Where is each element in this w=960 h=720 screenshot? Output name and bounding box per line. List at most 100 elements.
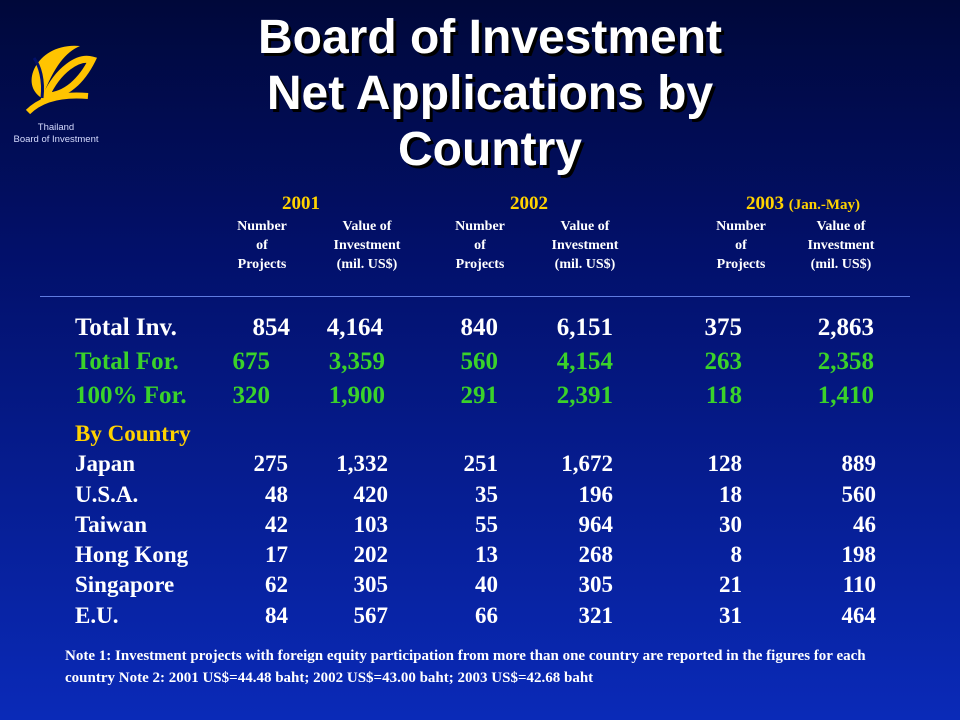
cell-2001-projects: 62 — [265, 572, 288, 597]
title-line-2: Net Applications by — [266, 67, 714, 120]
col-header-line: Value of — [560, 219, 610, 234]
row-label: Hong Kong — [75, 542, 189, 567]
col-header-line: Projects — [237, 257, 287, 272]
year-heading-2003: 2003 (Jan.-May) — [746, 193, 860, 215]
col-header-line: (mil. US$) — [554, 257, 616, 272]
footnote: Note 1: Investment projects with foreign… — [65, 648, 866, 686]
cell-2001-value: 3,359 — [328, 348, 385, 375]
cell-2002-value: 321 — [578, 603, 614, 628]
cell-2003-value: 889 — [841, 451, 877, 476]
row-label: U.S.A. — [75, 482, 139, 507]
cell-2002-value: 305 — [578, 572, 614, 597]
title-line-1: Board of Investment — [257, 11, 723, 64]
cell-2003-value: 2,863 — [817, 314, 874, 341]
country-row-eu: E.U. 84 567 66 321 31 464 — [0, 603, 960, 633]
col-header-line: of — [256, 238, 268, 253]
cell-2001-projects: 320 — [232, 382, 271, 409]
col-header-line: Investment — [551, 238, 619, 253]
cell-2003-projects: 8 — [730, 542, 743, 567]
cell-2002-projects: 66 — [475, 603, 498, 628]
col-header-number-2003: Number of Projects — [701, 217, 781, 274]
col-header-line: of — [474, 238, 486, 253]
cell-2001-projects: 17 — [265, 542, 288, 567]
col-header-number-2001: Number of Projects — [222, 217, 302, 274]
cell-2002-projects: 35 — [475, 482, 498, 507]
row-label: Japan — [75, 451, 136, 476]
cell-2002-projects: 840 — [460, 314, 499, 341]
cell-2003-projects: 375 — [704, 314, 743, 341]
year-heading-2001: 2001 — [282, 193, 320, 215]
cell-2001-value: 1,332 — [336, 451, 388, 476]
cell-2003-projects: 128 — [707, 451, 743, 476]
cell-2003-projects: 31 — [719, 603, 742, 628]
cell-2001-value: 420 — [353, 482, 389, 507]
cell-2001-projects: 84 — [265, 603, 288, 628]
col-header-value-2002: Value of Investment (mil. US$) — [529, 217, 641, 274]
cell-2003-value: 2,358 — [817, 348, 874, 375]
year-label: 2003 — [746, 193, 784, 214]
country-row-japan: Japan 275 1,332 251 1,672 128 889 — [0, 451, 960, 481]
cell-2001-projects: 275 — [253, 451, 289, 476]
cell-2001-value: 103 — [353, 512, 389, 537]
cell-2002-projects: 40 — [475, 572, 498, 597]
logo-caption-org: Board of Investment — [13, 134, 99, 145]
cell-2003-projects: 30 — [719, 512, 742, 537]
cell-2002-value: 2,391 — [556, 382, 613, 409]
by-country-heading: By Country — [0, 421, 960, 451]
cell-2003-value: 560 — [841, 482, 877, 507]
cell-2002-value: 4,154 — [556, 348, 613, 375]
col-header-line: Number — [455, 219, 505, 234]
cell-2003-value: 46 — [853, 512, 876, 537]
summary-row-total-for: Total For. 675 3,359 560 4,154 263 2,358 — [0, 348, 960, 380]
col-header-line: Number — [237, 219, 287, 234]
cell-2003-projects: 118 — [705, 382, 742, 409]
cell-2002-value: 268 — [578, 542, 614, 567]
year-note: (Jan.-May) — [788, 197, 860, 213]
col-header-line: of — [735, 238, 747, 253]
cell-2002-projects: 560 — [460, 348, 499, 375]
cell-2002-projects: 291 — [460, 382, 499, 409]
cell-2002-projects: 251 — [463, 451, 499, 476]
cell-2003-projects: 263 — [704, 348, 743, 375]
cell-2001-value: 305 — [353, 572, 389, 597]
cell-2002-projects: 13 — [475, 542, 498, 567]
logo-caption-country: Thailand — [37, 122, 75, 133]
cell-2002-value: 196 — [578, 482, 614, 507]
cell-2001-value: 202 — [353, 542, 389, 567]
row-label: Total Inv. — [75, 314, 177, 341]
cell-2003-projects: 21 — [719, 572, 742, 597]
row-label: E.U. — [75, 603, 119, 628]
header-divider — [40, 296, 910, 297]
row-label: Taiwan — [75, 512, 148, 537]
cell-2003-value: 198 — [841, 542, 877, 567]
country-row-usa: U.S.A. 48 420 35 196 18 560 — [0, 482, 960, 512]
cell-2001-projects: 854 — [252, 314, 291, 341]
col-header-number-2002: Number of Projects — [440, 217, 520, 274]
col-header-line: Value of — [816, 219, 866, 234]
cell-2003-value: 110 — [842, 572, 876, 597]
cell-2001-projects: 42 — [265, 512, 288, 537]
year-label: 2002 — [510, 193, 548, 214]
year-heading-2002: 2002 — [510, 193, 548, 215]
col-header-line: (mil. US$) — [336, 257, 398, 272]
cell-2002-projects: 55 — [475, 512, 498, 537]
cell-2003-projects: 18 — [719, 482, 742, 507]
col-header-line: Value of — [342, 219, 392, 234]
boi-logo-icon — [25, 45, 98, 115]
col-header-value-2003: Value of Investment (mil. US$) — [786, 217, 896, 274]
cell-2003-value: 464 — [841, 603, 877, 628]
year-label: 2001 — [282, 193, 320, 214]
col-header-line: Projects — [716, 257, 766, 272]
cell-2002-value: 1,672 — [561, 451, 613, 476]
country-row-singapore: Singapore 62 305 40 305 21 110 — [0, 572, 960, 602]
by-country-label: By Country — [75, 421, 191, 446]
country-row-hong-kong: Hong Kong 17 202 13 268 8 198 — [0, 542, 960, 572]
col-header-line: Projects — [455, 257, 505, 272]
cell-2003-value: 1,410 — [817, 382, 874, 409]
cell-2001-value: 567 — [353, 603, 389, 628]
row-label: Total For. — [75, 348, 179, 375]
col-header-line: (mil. US$) — [810, 257, 872, 272]
summary-row-100-for: 100% For. 320 1,900 291 2,391 118 1,410 — [0, 382, 960, 414]
col-header-line: Number — [716, 219, 766, 234]
cell-2001-projects: 48 — [265, 482, 288, 507]
